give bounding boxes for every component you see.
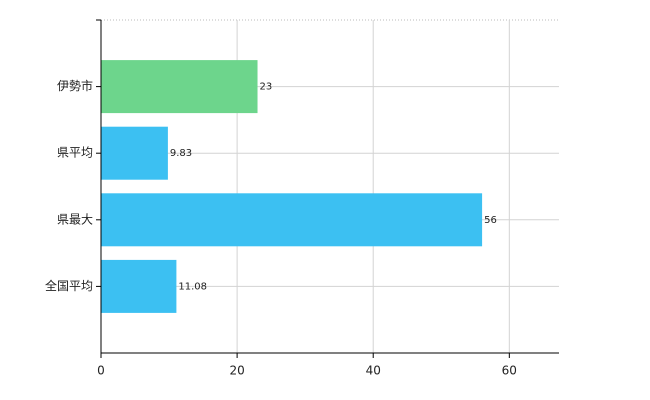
x-tick-label: 0 bbox=[97, 364, 105, 378]
bar bbox=[101, 259, 177, 313]
y-tick-label: 全国平均 bbox=[45, 278, 93, 293]
value-label: 23 bbox=[260, 82, 273, 93]
bar bbox=[101, 193, 483, 247]
bar bbox=[101, 126, 168, 180]
value-label: 11.08 bbox=[178, 281, 207, 292]
bar bbox=[101, 60, 258, 114]
x-tick-label: 20 bbox=[229, 364, 244, 378]
y-tick-label: 県平均 bbox=[57, 146, 93, 160]
x-tick-label: 60 bbox=[502, 364, 517, 378]
y-tick-label: 県最大 bbox=[57, 212, 93, 226]
value-label: 9.83 bbox=[170, 148, 192, 159]
x-tick-label: 40 bbox=[366, 364, 381, 378]
value-label: 56 bbox=[484, 215, 497, 226]
y-tick-label: 伊勢市 bbox=[57, 78, 93, 93]
